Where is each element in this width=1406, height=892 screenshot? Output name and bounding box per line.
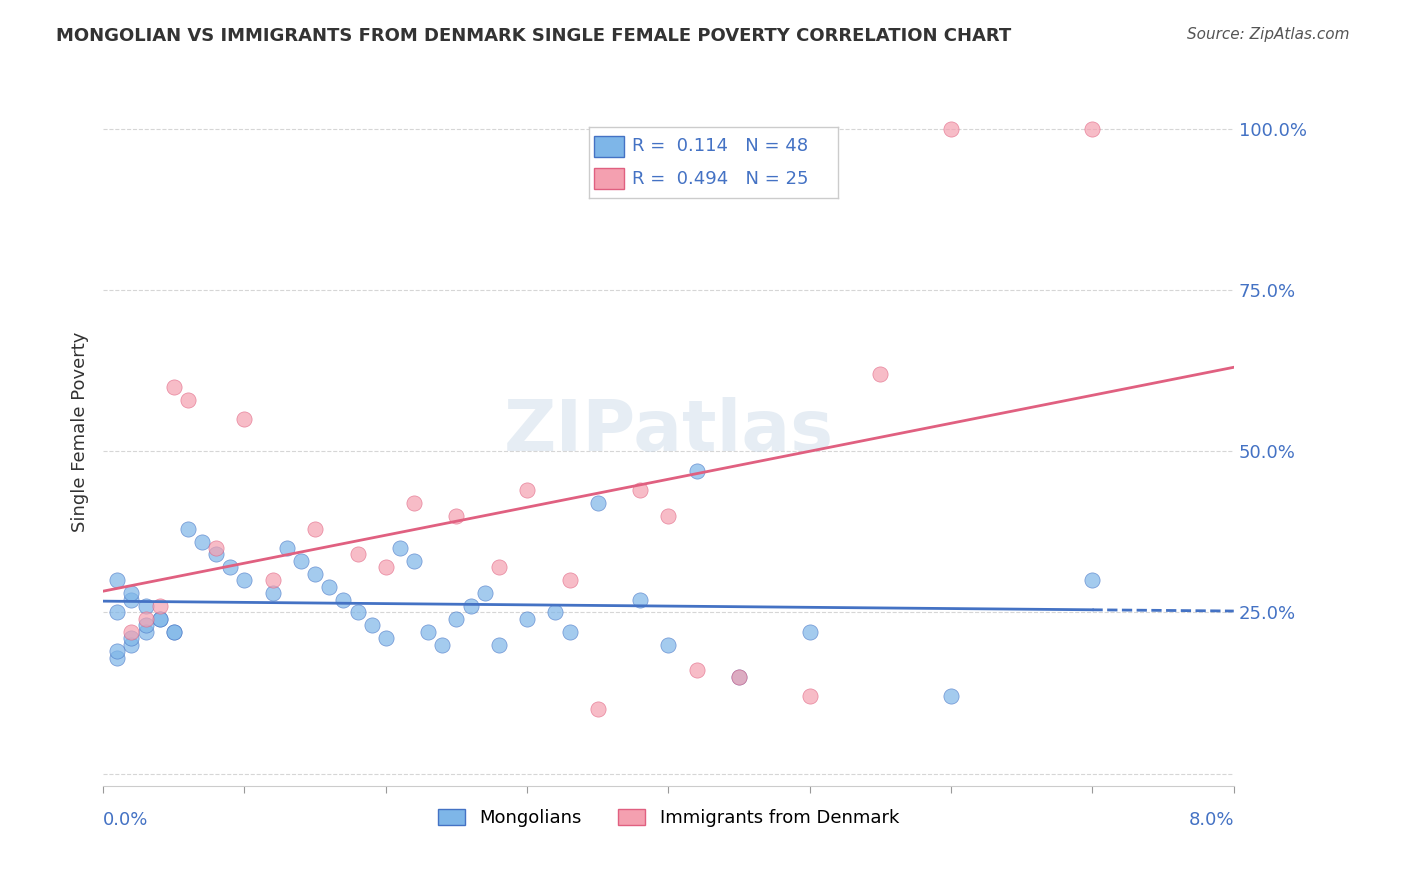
Point — [233, 412, 256, 426]
Point — [488, 560, 510, 574]
Point — [135, 624, 157, 639]
Point — [177, 522, 200, 536]
Point — [516, 483, 538, 497]
Point — [105, 650, 128, 665]
Point — [432, 638, 454, 652]
Point — [657, 638, 679, 652]
Text: ZIPatlas: ZIPatlas — [503, 398, 834, 467]
Point — [939, 122, 962, 136]
Point — [332, 592, 354, 607]
Point — [205, 541, 228, 555]
Legend: Mongolians, Immigrants from Denmark: Mongolians, Immigrants from Denmark — [430, 802, 905, 834]
Point — [728, 670, 751, 684]
Point — [120, 632, 142, 646]
Point — [939, 690, 962, 704]
Point — [799, 624, 821, 639]
Point — [402, 554, 425, 568]
Point — [135, 612, 157, 626]
Point — [446, 508, 468, 523]
Point — [120, 638, 142, 652]
Point — [474, 586, 496, 600]
Point — [446, 612, 468, 626]
Text: 0.0%: 0.0% — [103, 812, 149, 830]
Point — [105, 573, 128, 587]
Point — [418, 624, 440, 639]
Point — [869, 367, 891, 381]
Point — [304, 566, 326, 581]
Text: Source: ZipAtlas.com: Source: ZipAtlas.com — [1187, 27, 1350, 42]
Text: 8.0%: 8.0% — [1188, 812, 1234, 830]
Point — [586, 496, 609, 510]
Point — [460, 599, 482, 613]
Point — [558, 624, 581, 639]
Point — [233, 573, 256, 587]
Point — [318, 580, 340, 594]
Point — [163, 380, 186, 394]
Point — [135, 599, 157, 613]
Point — [177, 392, 200, 407]
Point — [1081, 573, 1104, 587]
Y-axis label: Single Female Poverty: Single Female Poverty — [72, 332, 89, 533]
Point — [488, 638, 510, 652]
Point — [374, 632, 396, 646]
Point — [628, 483, 651, 497]
Point — [360, 618, 382, 632]
Point — [686, 664, 709, 678]
Point — [388, 541, 411, 555]
Point — [516, 612, 538, 626]
Point — [558, 573, 581, 587]
Point — [374, 560, 396, 574]
Point — [262, 573, 284, 587]
Point — [1081, 122, 1104, 136]
Point — [276, 541, 298, 555]
Point — [149, 599, 172, 613]
Point — [149, 612, 172, 626]
Point — [191, 534, 214, 549]
Point — [628, 592, 651, 607]
Point — [346, 606, 368, 620]
Point — [657, 508, 679, 523]
Point — [304, 522, 326, 536]
Point — [120, 586, 142, 600]
Point — [586, 702, 609, 716]
Point — [105, 606, 128, 620]
Point — [799, 690, 821, 704]
Point — [163, 624, 186, 639]
Point — [262, 586, 284, 600]
Point — [120, 592, 142, 607]
Point — [346, 548, 368, 562]
Point — [290, 554, 312, 568]
Point — [402, 496, 425, 510]
Point — [544, 606, 567, 620]
Point — [149, 612, 172, 626]
Point — [135, 618, 157, 632]
Point — [163, 624, 186, 639]
Text: MONGOLIAN VS IMMIGRANTS FROM DENMARK SINGLE FEMALE POVERTY CORRELATION CHART: MONGOLIAN VS IMMIGRANTS FROM DENMARK SIN… — [56, 27, 1011, 45]
Point — [105, 644, 128, 658]
Point — [686, 464, 709, 478]
Point — [205, 548, 228, 562]
Point — [120, 624, 142, 639]
Point — [728, 670, 751, 684]
Point — [219, 560, 242, 574]
